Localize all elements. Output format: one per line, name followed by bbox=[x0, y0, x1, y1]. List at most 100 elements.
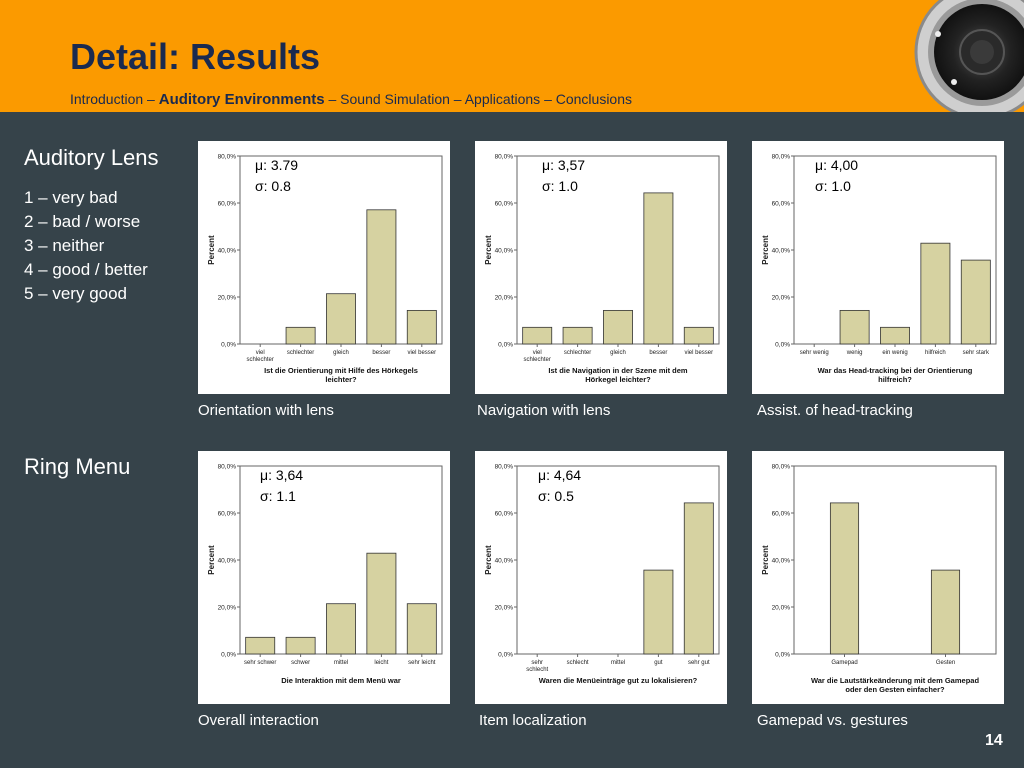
y-tick-label: 80,0% bbox=[772, 154, 791, 161]
plot-frame bbox=[793, 465, 997, 655]
chart-caption: Gamepad vs. gestures bbox=[757, 712, 908, 729]
y-tick-label: 0,0% bbox=[775, 652, 790, 659]
y-tick-label: 40,0% bbox=[218, 558, 237, 565]
chart-stats: μ: 3.79 σ: 0.8 bbox=[255, 155, 298, 197]
x-axis-title: Ist die Orientierung mit Hilfe des Hörke… bbox=[264, 366, 418, 384]
x-axis-title: War die Lautstärkeänderung mit dem Gamep… bbox=[811, 676, 980, 694]
x-tick-label: gut bbox=[654, 660, 663, 666]
sd-value: σ: 1.0 bbox=[815, 178, 851, 194]
chart-svg: 0,0% 20,0% 40,0% 60,0% 80,0% Percent sehr schw… bbox=[207, 464, 443, 685]
y-axis-label: Percent bbox=[761, 545, 770, 575]
chart-item-localization: 0,0% 20,0% 40,0% 60,0% 80,0% Percent sehr schle… bbox=[475, 451, 727, 704]
x-tick-label: viel besser bbox=[684, 350, 713, 356]
chart-caption: Orientation with lens bbox=[198, 402, 334, 419]
x-tick-label: sehr stark bbox=[963, 350, 990, 356]
y-tick-label: 40,0% bbox=[495, 248, 514, 255]
y-tick-label: 20,0% bbox=[218, 295, 237, 302]
bar bbox=[920, 242, 951, 345]
y-tick-label: 0,0% bbox=[221, 652, 236, 659]
y-tick-label: 80,0% bbox=[495, 464, 514, 471]
chart-svg: 0,0% 20,0% 40,0% 60,0% 80,0% Percent Gamepad Ge… bbox=[761, 464, 997, 694]
bar bbox=[406, 603, 437, 655]
bar bbox=[960, 259, 991, 345]
y-axis-label: Percent bbox=[207, 545, 216, 575]
y-tick-label: 20,0% bbox=[495, 295, 514, 302]
bar bbox=[930, 569, 961, 655]
bar bbox=[285, 636, 316, 655]
chart-caption: Navigation with lens bbox=[477, 402, 611, 419]
scale-item-1: 1 – very bad bbox=[24, 188, 118, 207]
bar bbox=[326, 293, 356, 345]
x-tick-label: sehr schlecht bbox=[526, 660, 548, 673]
bar bbox=[406, 309, 437, 345]
x-axis-title: Waren die Menüeinträge gut zu lokalisier… bbox=[539, 676, 698, 685]
speaker-icon bbox=[914, 0, 1024, 112]
x-tick-label: mittel bbox=[334, 660, 348, 666]
sd-value: σ: 0.8 bbox=[255, 178, 291, 194]
x-tick-label: Gamepad bbox=[831, 660, 857, 666]
mean-value: μ: 3,57 bbox=[542, 157, 586, 173]
x-tick-label: ein wenig bbox=[882, 350, 907, 356]
bar bbox=[285, 326, 316, 345]
x-tick-label: besser bbox=[649, 350, 667, 356]
bar bbox=[643, 192, 674, 345]
x-tick-label: sehr wenig bbox=[800, 350, 829, 356]
y-tick-label: 0,0% bbox=[498, 652, 513, 659]
chart-stats: μ: 3,64 σ: 1.1 bbox=[260, 465, 303, 507]
chart-stats: μ: 3,57 σ: 1.0 bbox=[542, 155, 585, 197]
y-axis-label: Percent bbox=[484, 235, 493, 265]
bar bbox=[880, 326, 910, 345]
y-tick-label: 20,0% bbox=[495, 605, 514, 612]
chart-caption: Assist. of head-tracking bbox=[757, 402, 913, 419]
bar bbox=[326, 603, 356, 655]
x-tick-label: sehr leicht bbox=[408, 660, 436, 666]
section-title-auditory-lens: Auditory Lens bbox=[24, 145, 159, 170]
y-tick-label: 80,0% bbox=[218, 154, 237, 161]
scale-item-5: 5 – very good bbox=[24, 284, 128, 303]
y-tick-label: 20,0% bbox=[218, 605, 237, 612]
y-tick-label: 20,0% bbox=[772, 295, 791, 302]
chart-stats: μ: 4,64 σ: 0.5 bbox=[538, 465, 581, 507]
y-tick-label: 0,0% bbox=[221, 342, 236, 349]
x-tick-label: viel besser bbox=[407, 350, 436, 356]
x-tick-label: gleich bbox=[610, 350, 626, 356]
page-number: 14 bbox=[985, 732, 1003, 749]
bar bbox=[245, 636, 276, 655]
breadcrumb: Introduction – Auditory Environments – S… bbox=[70, 91, 632, 108]
section-title-ring-menu: Ring Menu bbox=[24, 454, 131, 479]
y-tick-label: 0,0% bbox=[775, 342, 790, 349]
x-tick-label: viel schlechter bbox=[524, 350, 551, 363]
chart-svg: 0,0% 20,0% 40,0% 60,0% 80,0% Percent viel schle… bbox=[207, 154, 443, 384]
chart-navigation-with-lens: 0,0% 20,0% 40,0% 60,0% 80,0% Percent viel schle… bbox=[475, 141, 727, 394]
slide-title: Detail: Results bbox=[70, 36, 321, 77]
y-tick-label: 60,0% bbox=[772, 201, 791, 208]
rating-scale: 1 – very bad 2 – bad / worse 3 – neither… bbox=[24, 186, 148, 306]
chart-stats: μ: 4,00 σ: 1.0 bbox=[815, 155, 858, 197]
y-axis-label: Percent bbox=[484, 545, 493, 575]
bar bbox=[603, 309, 633, 345]
slide-header: Detail: Results Introduction – Auditory … bbox=[0, 0, 1024, 112]
y-tick-label: 20,0% bbox=[772, 605, 791, 612]
y-axis-label: Percent bbox=[761, 235, 770, 265]
scale-item-3: 3 – neither bbox=[24, 236, 105, 255]
bar bbox=[829, 502, 860, 655]
x-tick-label: schlechter bbox=[564, 350, 591, 356]
y-tick-label: 0,0% bbox=[498, 342, 513, 349]
y-tick-label: 80,0% bbox=[495, 154, 514, 161]
x-tick-label: schlechter bbox=[287, 350, 314, 356]
y-tick-label: 60,0% bbox=[218, 511, 237, 518]
y-tick-label: 40,0% bbox=[495, 558, 514, 565]
x-tick-label: schwer bbox=[291, 660, 310, 666]
mean-value: μ: 4,00 bbox=[815, 157, 859, 173]
x-tick-label: besser bbox=[372, 350, 390, 356]
x-axis-title: Die Interaktion mit dem Menü war bbox=[281, 676, 401, 685]
y-tick-label: 40,0% bbox=[772, 558, 791, 565]
x-tick-label: sehr schwer bbox=[244, 660, 276, 666]
bar bbox=[366, 209, 397, 345]
x-tick-label: viel schlechter bbox=[247, 350, 274, 363]
chart-gamepad-vs-gestures: 0,0% 20,0% 40,0% 60,0% 80,0% Percent Gamepad Ge… bbox=[752, 451, 1004, 704]
chart-caption: Item localization bbox=[479, 712, 587, 729]
scale-item-4: 4 – good / better bbox=[24, 260, 148, 279]
bar bbox=[562, 326, 593, 345]
chart-svg: 0,0% 20,0% 40,0% 60,0% 80,0% Percent sehr weni… bbox=[761, 154, 997, 384]
